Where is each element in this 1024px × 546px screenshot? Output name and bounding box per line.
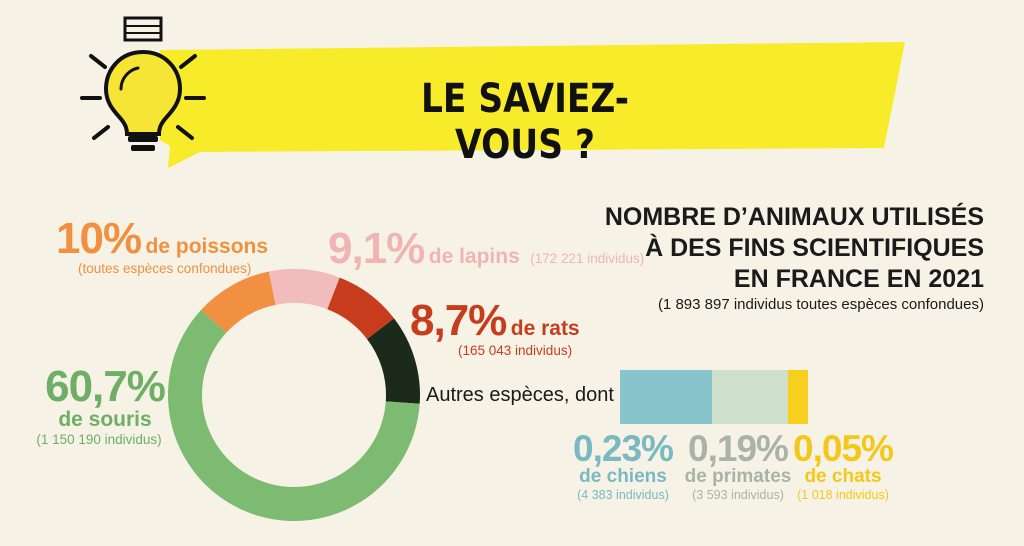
rats-detail: (165 043 individus) [458,343,573,358]
donut-slice-3 [367,318,420,404]
banner-ribbon [160,42,905,168]
stack-bar-2 [788,370,808,424]
poissons-detail: (toutes espèces confondues) [78,261,252,276]
label-rats: 8,7% de rats (165 043 individus) [410,296,580,358]
label-chats: 0,05% de chats (1 018 individus) [790,428,896,502]
rats-percent: 8,7% [410,296,507,345]
primates-detail: (3 593 individus) [692,488,784,502]
chats-name: de chats [804,466,882,487]
chiens-percent: 0,23% [573,428,674,469]
donut-slice-0 [201,271,276,333]
lapins-name: de lapins [428,245,520,268]
chats-detail: (1 018 individus) [797,488,889,502]
chiens-name: de chiens [579,466,667,487]
heading-line-3: EN FRANCE EN 2021 [733,265,984,293]
donut-slice-2 [327,277,395,340]
primates-percent: 0,19% [688,428,789,469]
souris-percent: 60,7% [45,362,166,411]
label-poissons: 10% de poissons (toutes espèces confondu… [56,214,268,276]
stack-bar-1 [712,370,788,424]
label-lapins: 9,1% de lapins (172 221 individus) [328,224,644,274]
label-primates: 0,19% de primates (3 593 individus) [680,428,796,502]
label-autres: Autres espèces, dont [426,384,614,406]
label-souris: 60,7% de souris (1 150 190 individus) [36,362,172,447]
lapins-percent: 9,1% [328,224,425,273]
donut-slice-4 [168,309,420,521]
chiens-detail: (4 383 individus) [577,488,669,502]
lapins-detail: (172 221 individus) [530,251,645,266]
donut-slice-1 [268,269,340,310]
souris-detail: (1 150 190 individus) [36,432,162,447]
poissons-percent: 10% [56,214,142,263]
heading-line-2: À DES FINS SCIENTIFIQUES [645,234,984,262]
banner-title: LE SAVIEZ-VOUS ? [420,76,629,168]
main-heading: NOMBRE D’ANIMAUX UTILISÉS À DES FINS SCI… [605,202,984,295]
lightbulb-icon [80,16,206,151]
rats-name: de rats [510,317,580,340]
heading-line-1: NOMBRE D’ANIMAUX UTILISÉS [604,203,984,231]
souris-name: de souris [58,408,152,431]
stack-bar-0 [620,370,712,424]
heading-subtitle: (1 893 897 individus toutes espèces conf… [657,296,984,313]
poissons-name: de poissons [145,235,269,258]
primates-name: de primates [684,466,792,487]
chats-percent: 0,05% [793,428,894,469]
label-chiens: 0,23% de chiens (4 383 individus) [565,428,681,502]
